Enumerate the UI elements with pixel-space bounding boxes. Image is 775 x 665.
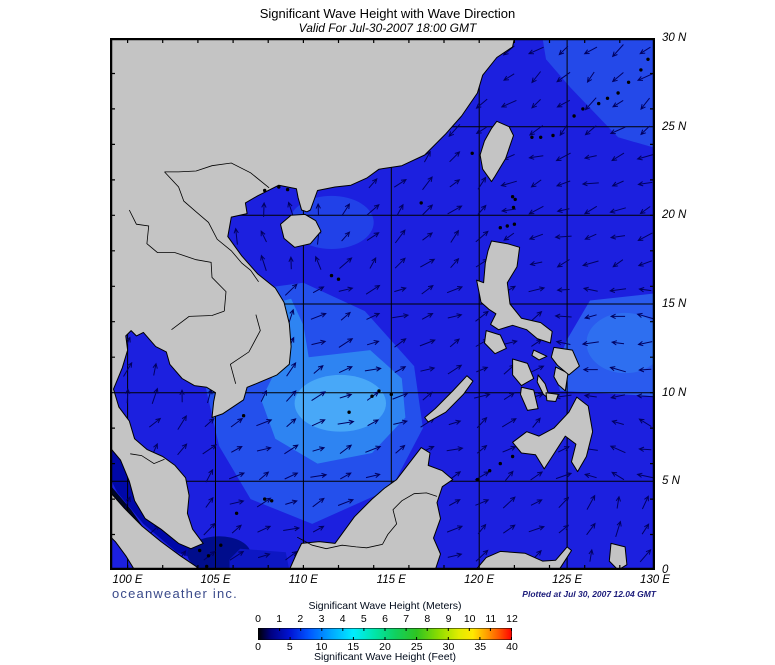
- legend-meters-title: Significant Wave Height (Meters): [308, 600, 462, 612]
- legend-meters-tick: 3: [318, 613, 325, 625]
- landmass: [550, 346, 580, 376]
- lat-label: 15 N: [662, 298, 687, 310]
- legend-feet-title: Significant Wave Height (Feet): [313, 651, 456, 663]
- lat-label: 30 N: [662, 32, 687, 44]
- lon-label: 110 E: [288, 574, 318, 586]
- landmass: [280, 213, 322, 248]
- legend-meters-tick: 1: [276, 613, 283, 625]
- legend-meters-tick: 4: [339, 613, 346, 625]
- legend-meters-tick: 7: [403, 613, 410, 625]
- country-border: [229, 314, 261, 384]
- map-svg: [109, 37, 664, 572]
- legend-feet-tick: 40: [506, 641, 518, 653]
- country-border: [164, 162, 270, 189]
- valid-time-subtitle: Valid For Jul-30-2007 18:00 GMT: [298, 21, 477, 35]
- legend-meters-tick: 9: [445, 613, 452, 625]
- legend-feet-tick: 35: [474, 641, 487, 653]
- legend-meters-tick: 6: [382, 613, 388, 625]
- legend-meters-tick: 2: [297, 613, 304, 625]
- landmass: [424, 375, 474, 423]
- landmass: [484, 330, 507, 355]
- legend-feet-tick: 15: [347, 641, 360, 653]
- landmass: [512, 396, 594, 473]
- legend-feet-tick: 25: [410, 641, 423, 653]
- lon-label: 120 E: [464, 574, 495, 586]
- wave-direction-arrows: [123, 44, 654, 563]
- country-border: [128, 209, 227, 312]
- legend-feet-tick: 0: [255, 641, 261, 653]
- landmass: [479, 120, 514, 183]
- lon-label: 115 E: [376, 574, 406, 586]
- country-border: [171, 310, 225, 331]
- legend-feet-tick: 20: [379, 641, 391, 653]
- page-title: Significant Wave Height with Wave Direct…: [259, 6, 516, 21]
- landmass: [531, 349, 548, 361]
- legend-meters-tick: 12: [506, 613, 518, 625]
- lon-label: 130 E: [639, 574, 671, 586]
- legend-meters-tick: 0: [255, 613, 261, 625]
- lat-label: 25 N: [662, 120, 687, 133]
- legend-meters-tick: 10: [463, 613, 476, 625]
- legend-meters-tick: 11: [485, 613, 497, 625]
- lon-label: 125 E: [552, 574, 583, 586]
- lon-label: 100 E: [112, 574, 143, 586]
- lat-label: 20 N: [662, 209, 687, 222]
- map-canvas: [109, 37, 664, 572]
- landmass: [476, 240, 553, 344]
- legend-feet-tick: 10: [315, 641, 328, 653]
- country-border: [130, 453, 165, 465]
- landmass: [512, 358, 535, 387]
- lat-label: 10 N: [662, 386, 687, 399]
- legend-feet-tick: 5: [286, 641, 293, 653]
- country-border: [297, 492, 438, 550]
- landmass: [288, 447, 454, 571]
- lat-label: 5 N: [662, 475, 680, 488]
- legend-feet-tick: 30: [442, 641, 455, 653]
- landmass: [608, 542, 628, 571]
- lon-label: 105 E: [200, 574, 231, 586]
- landmass: [545, 392, 559, 402]
- plotted-at-stamp: Plotted at Jul 30, 2007 12.04 GMT: [522, 589, 656, 599]
- legend-meters-tick: 5: [360, 613, 367, 625]
- landmass: [520, 386, 539, 411]
- legend-meters-tick: 8: [424, 613, 431, 625]
- country-border: [164, 171, 259, 283]
- oceanweather-brand: oceanweather inc.: [112, 586, 238, 601]
- map-frame: [109, 37, 656, 571]
- lat-label: 0: [662, 564, 669, 576]
